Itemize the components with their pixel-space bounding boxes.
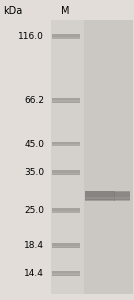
Bar: [52, 211, 80, 213]
Bar: [114, 192, 130, 200]
Bar: [52, 208, 80, 213]
Text: 66.2: 66.2: [24, 96, 44, 105]
Text: 25.0: 25.0: [24, 206, 44, 215]
Text: 116.0: 116.0: [18, 32, 44, 41]
Bar: [85, 191, 130, 200]
Text: 18.4: 18.4: [24, 241, 44, 250]
Bar: [85, 197, 130, 200]
Text: kDa: kDa: [3, 5, 22, 16]
Bar: [84, 20, 133, 294]
Bar: [52, 37, 80, 38]
Bar: [52, 173, 80, 174]
Bar: [52, 271, 80, 276]
Bar: [52, 243, 80, 248]
Bar: [52, 246, 80, 247]
Text: 45.0: 45.0: [24, 140, 44, 148]
Bar: [52, 170, 80, 175]
Bar: [52, 100, 80, 102]
Bar: [51, 20, 133, 294]
Text: 14.4: 14.4: [24, 269, 44, 278]
Text: M: M: [61, 5, 70, 16]
Bar: [52, 34, 80, 39]
Text: 35.0: 35.0: [24, 168, 44, 177]
Bar: [52, 98, 80, 103]
Bar: [52, 144, 80, 146]
Bar: [85, 191, 115, 201]
Bar: [52, 273, 80, 275]
Bar: [52, 142, 80, 146]
